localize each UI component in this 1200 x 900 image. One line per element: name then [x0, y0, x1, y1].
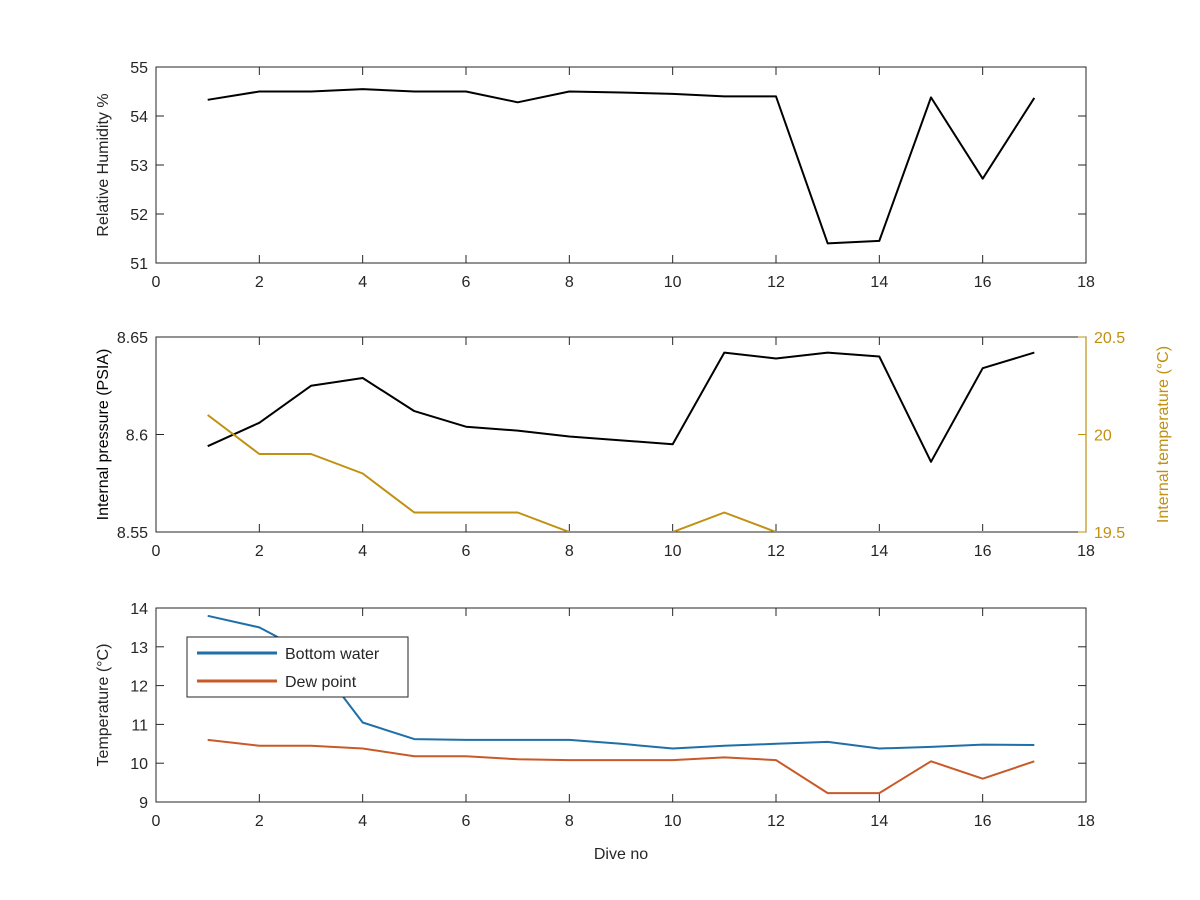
- y-tick-label: 52: [130, 207, 148, 224]
- x-tick-label: 2: [255, 543, 264, 560]
- x-tick-label: 0: [152, 543, 161, 560]
- y-right-tick-label: 20.5: [1094, 330, 1125, 347]
- x-tick-label: 6: [462, 543, 471, 560]
- x-tick-label: 4: [358, 543, 367, 560]
- series-line-2: [207, 414, 1035, 532]
- y-tick-label: 51: [130, 256, 148, 273]
- y-tick-label: 12: [130, 679, 148, 696]
- x-tick-label: 16: [974, 813, 992, 830]
- x-tick-label: 18: [1077, 274, 1095, 291]
- y-axis-label: Relative Humidity %: [95, 93, 112, 236]
- x-tick-label: 16: [974, 274, 992, 291]
- y-axis-label: Temperature (°C): [95, 644, 112, 767]
- y-tick-label: 10: [130, 756, 148, 773]
- x-tick-label: 2: [255, 274, 264, 291]
- x-tick-label: 0: [152, 274, 161, 291]
- y-tick-label: 55: [130, 60, 148, 77]
- series-line-1: [207, 614, 1035, 750]
- x-tick-label: 8: [565, 543, 574, 560]
- series-line-1: [207, 88, 1036, 245]
- y-tick-label: 54: [130, 109, 148, 126]
- series-line-1: [207, 351, 1035, 463]
- x-tick-label: 12: [767, 543, 785, 560]
- x-tick-label: 18: [1077, 813, 1095, 830]
- series-line-2: [207, 738, 1035, 795]
- legend-box: [186, 636, 409, 698]
- x-tick-label: 2: [255, 813, 264, 830]
- x-tick-label: 16: [974, 543, 992, 560]
- y-tick-label: 14: [130, 601, 148, 618]
- y-tick-label: 11: [131, 717, 148, 734]
- x-tick-label: 12: [767, 274, 785, 291]
- legend-label: Dew point: [285, 674, 357, 691]
- legend-label: Bottom water: [285, 646, 380, 663]
- panel-3: 0 2 4 6 8 10 12 14 16 18 9 10 11 12 13 14 Temperature (°…: [95, 601, 1095, 863]
- x-tick-label: 6: [462, 274, 471, 291]
- x-tick-label: 6: [462, 813, 471, 830]
- x-tick-label: 14: [870, 543, 888, 560]
- x-tick-label: 4: [358, 813, 367, 830]
- x-tick-label: 8: [565, 274, 574, 291]
- x-tick-label: 14: [870, 274, 888, 291]
- x-tick-label: 10: [664, 543, 682, 560]
- y-tick-label: 8.55: [117, 525, 148, 542]
- axes-box: [155, 607, 1087, 803]
- x-tick-label: 12: [767, 813, 785, 830]
- y-tick-label: 9: [139, 795, 148, 812]
- x-tick-label: 0: [152, 813, 161, 830]
- y-tick-label: 13: [130, 640, 148, 657]
- y-right-tick-label: 20: [1094, 428, 1112, 445]
- x-tick-label: 14: [870, 813, 888, 830]
- x-tick-label: 18: [1077, 543, 1095, 560]
- y-tick-label: 53: [130, 158, 148, 175]
- panel-1: 0 2 4 6 8 10 12 14 16 18 51 52 53 54 55 Relative Humidi…: [95, 60, 1095, 291]
- y-right-tick-label: 19.5: [1094, 525, 1125, 542]
- x-tick-label: 10: [664, 813, 682, 830]
- x-tick-label: 10: [664, 274, 682, 291]
- axes-box: [155, 66, 1087, 264]
- y-tick-label: 8.65: [117, 330, 148, 347]
- x-tick-label: 8: [565, 813, 574, 830]
- panel-2: 0 2 4 6 8 10 12 14 16 18 8.55 8.6 8.65 19.5 20 20.5 Inte…: [95, 330, 1172, 560]
- y-axis-label-right: Internal temperature (°C): [1155, 346, 1172, 523]
- y-axis-label: Internal pressure (PSIA): [95, 349, 112, 521]
- x-tick-label: 4: [358, 274, 367, 291]
- x-axis-label: Dive no: [594, 846, 648, 863]
- legend: Bottom water Dew point: [186, 636, 409, 698]
- y-tick-label: 8.6: [126, 428, 148, 445]
